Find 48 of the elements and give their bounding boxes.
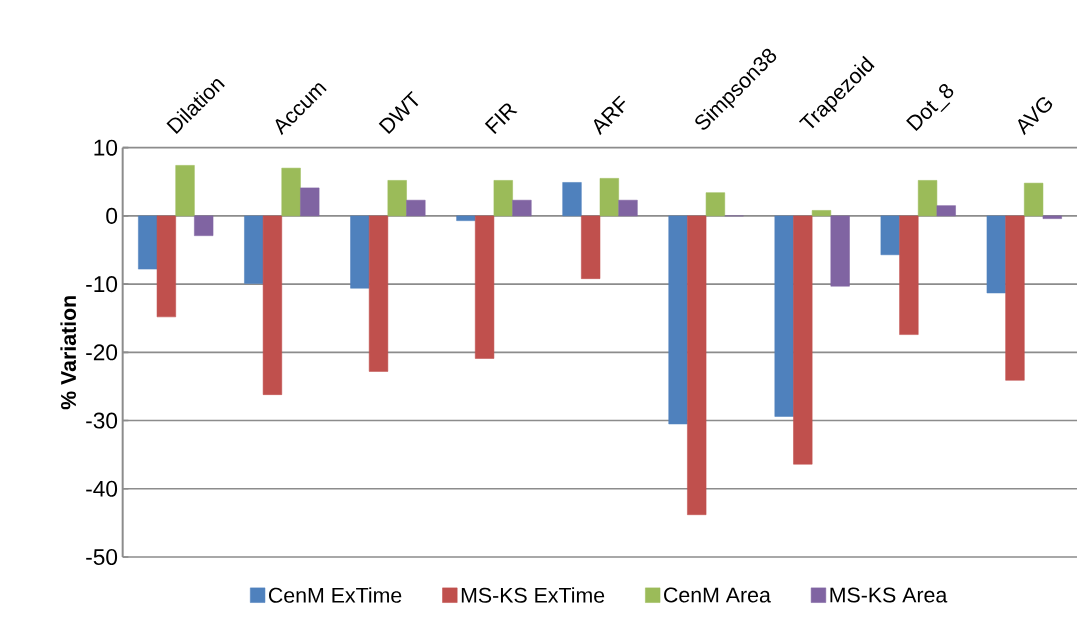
y-tick-label: 0 [106,207,118,224]
bar [281,167,301,217]
bar [705,192,726,217]
bar [300,187,320,217]
legend-label: MS-KS ExTime [461,587,605,603]
legend-label: CenM Area [664,587,771,603]
y-tick-label: -50 [86,548,118,566]
legend-label: CenM ExTime [268,587,402,603]
bar [774,215,794,417]
bar [406,199,426,217]
bar [599,178,619,217]
legend-label: MS-KS Area [830,587,948,603]
bar [880,215,900,256]
bar [1024,182,1044,217]
bar [368,215,389,372]
bar [156,215,176,318]
bar [986,215,1006,294]
bar [262,215,283,395]
bar [194,215,214,236]
x-tick-label: FIR [484,103,518,135]
bar [493,180,513,217]
y-tick-label: -30 [86,412,118,429]
bar [687,215,707,515]
y-tick-label: -20 [86,344,118,361]
bar [793,215,813,465]
y-tick-label: -10 [86,276,118,293]
bar [175,165,195,217]
bar [830,215,850,287]
bar [618,199,638,217]
y-tick-label: -40 [86,480,118,497]
bar [811,210,832,217]
bar [456,215,476,221]
bar [350,215,370,289]
bar [1042,215,1062,219]
y-tick-label: 10 [94,139,118,156]
bar [1005,215,1025,381]
bar [562,182,582,217]
bar [138,215,158,270]
bar [387,180,407,217]
bar [917,180,938,217]
bar [668,215,688,425]
bar [899,215,919,335]
bar [936,205,956,217]
bar [244,215,264,284]
bar [581,215,601,279]
y-axis-title: % Variation [60,296,77,410]
bar [474,215,495,359]
bar [512,199,532,217]
